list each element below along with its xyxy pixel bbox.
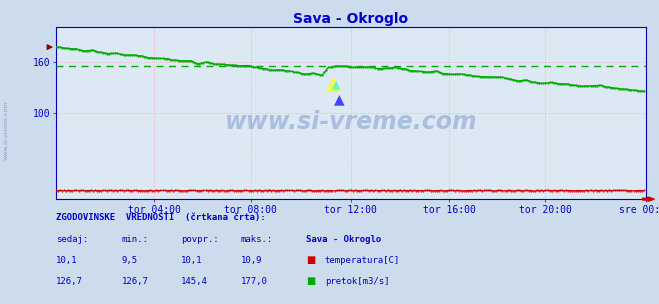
Text: pretok[m3/s]: pretok[m3/s]	[325, 277, 389, 286]
Text: 145,4: 145,4	[181, 277, 208, 286]
Text: 177,0: 177,0	[241, 277, 268, 286]
Text: ZGODOVINSKE  VREDNOSTI  (črtkana črta):: ZGODOVINSKE VREDNOSTI (črtkana črta):	[56, 213, 266, 223]
Text: ▲: ▲	[326, 74, 341, 93]
Text: 9,5: 9,5	[122, 256, 138, 265]
Text: www.si-vreme.com: www.si-vreme.com	[3, 101, 9, 161]
Text: 10,1: 10,1	[56, 256, 78, 265]
Text: min.:: min.:	[122, 235, 149, 244]
Text: temperatura[C]: temperatura[C]	[325, 256, 400, 265]
Text: ■: ■	[306, 255, 316, 265]
Text: Sava - Okroglo: Sava - Okroglo	[306, 235, 382, 244]
Title: Sava - Okroglo: Sava - Okroglo	[293, 12, 409, 26]
Text: ▲: ▲	[332, 79, 341, 89]
Text: 10,9: 10,9	[241, 256, 262, 265]
Text: www.si-vreme.com: www.si-vreme.com	[225, 110, 477, 134]
Text: ■: ■	[306, 276, 316, 286]
Text: 126,7: 126,7	[56, 277, 83, 286]
Text: povpr.:: povpr.:	[181, 235, 219, 244]
Text: sedaj:: sedaj:	[56, 235, 88, 244]
Text: maks.:: maks.:	[241, 235, 273, 244]
Text: 126,7: 126,7	[122, 277, 149, 286]
Text: 10,1: 10,1	[181, 256, 203, 265]
Text: ▲: ▲	[334, 92, 345, 106]
